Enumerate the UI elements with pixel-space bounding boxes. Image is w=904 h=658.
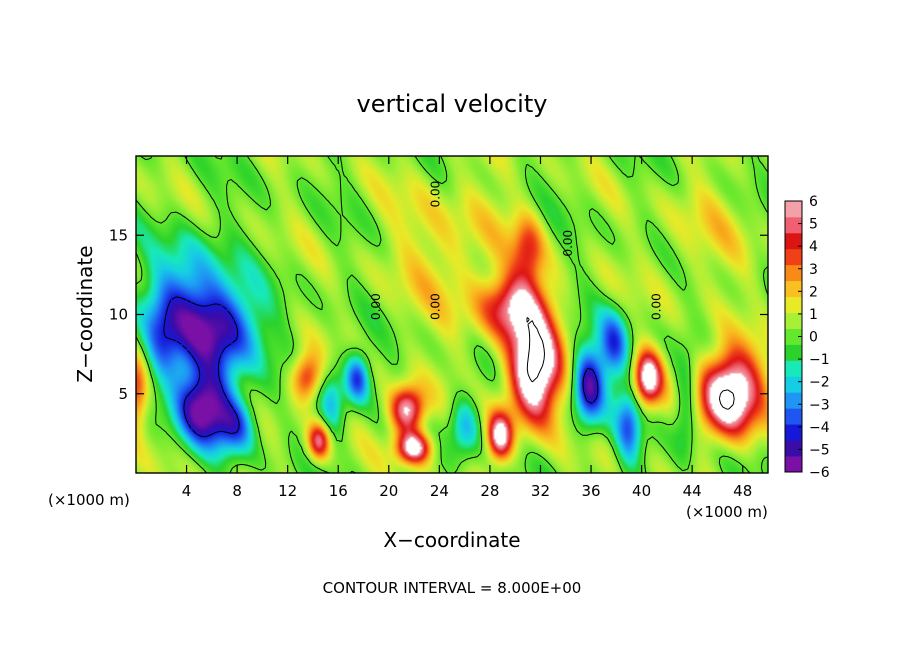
contour-label: 0.00 [650,293,664,320]
velocity-field-image [136,156,768,473]
y-axis-label: Z−coordinate [73,245,97,382]
colorbar-label: −3 [809,397,830,413]
colorbar-label: −5 [809,442,830,458]
colorbar-swatch [785,440,802,457]
colorbar-swatch [785,456,802,473]
colorbar-label: −2 [809,375,830,391]
x-axis-label: X−coordinate [383,528,520,552]
x-tick-label: 24 [430,482,449,500]
colorbar-swatch [785,424,802,441]
x-axis: 4 8 12 16 20 24 28 32 36 40 44 48 [182,156,752,500]
x-tick-label: 40 [632,482,651,500]
x-tick-label: 16 [329,482,348,500]
colorbar-swatch [785,312,802,329]
colorbar-label: 2 [809,284,818,300]
contour-line-positive [526,317,735,410]
colorbar-swatch [785,376,802,393]
colorbar-swatch [785,248,802,266]
colorbar-swatch [785,232,802,250]
x-tick-label: 12 [278,482,297,500]
x-tick-label: 28 [480,482,499,500]
y-axis: 5 10 15 [109,226,768,403]
x-tick-label: 48 [733,482,752,500]
x-unit-left: (×1000 m) [48,491,130,509]
colorbar-label: 4 [809,239,818,255]
colorbar-swatch [785,360,802,377]
x-tick-label: 8 [232,482,242,500]
y-tick-label: 5 [118,385,128,403]
x-tick-label: 32 [531,482,550,500]
contour-label: 0.00 [428,181,442,208]
colorbar-label: 1 [809,307,818,323]
colorbar-swatch [785,392,802,409]
contour-line-zero [135,155,769,474]
colorbar-swatch [785,344,802,361]
colorbar-swatch [785,296,802,313]
contour-lines: 0.00 0.00 0.00 0.00 0.00 [135,155,769,474]
x-tick-label: 36 [581,482,600,500]
x-tick-label: 4 [182,482,192,500]
colorbar-label: −6 [809,465,830,481]
x-tick-label: 44 [683,482,702,500]
colorbar-label: −4 [809,420,830,436]
y-tick-label: 10 [109,306,128,324]
colorbar: 6 5 4 3 2 1 0 −1 −2 −3 −4 −5 −6 [784,194,830,481]
contour-label: 0.00 [369,293,383,320]
contour-label: 0.00 [561,230,575,257]
colorbar-swatch [785,201,802,218]
x-tick-label: 20 [379,482,398,500]
colorbar-swatch [785,216,802,234]
colorbar-swatch [785,408,802,425]
y-tick-label: 15 [109,226,128,244]
colorbar-swatch [785,328,802,345]
colorbar-label: −1 [809,352,830,368]
contour-label: 0.00 [428,293,442,320]
colorbar-label: 3 [809,262,818,278]
colorbar-swatch [785,264,802,282]
colorbar-label: 6 [809,194,818,210]
contour-interval-note: CONTOUR INTERVAL = 8.000E+00 [323,579,582,597]
colorbar-label: 0 [809,330,818,346]
chart-title: vertical velocity [357,90,548,118]
x-unit-right: (×1000 m) [686,503,768,521]
colorbar-swatch [785,280,802,298]
colorbar-label: 5 [809,217,818,233]
contour-line-negative [163,296,599,438]
